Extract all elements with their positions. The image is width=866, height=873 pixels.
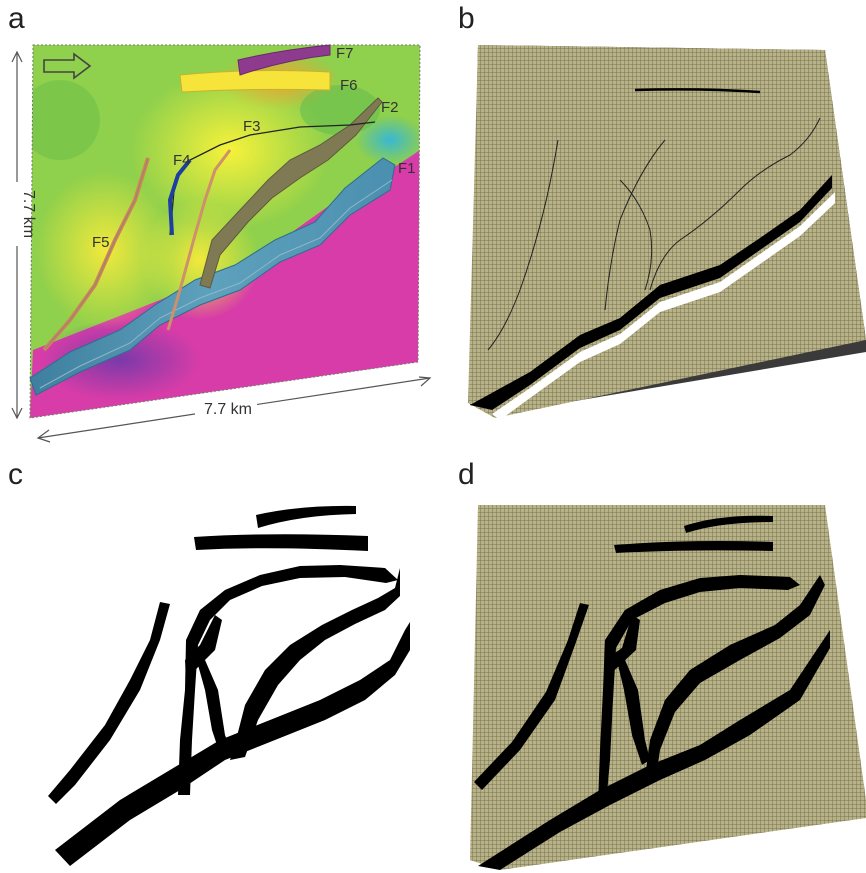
fault-label-f4: F4: [173, 152, 191, 169]
dimension-left-label: 7.7 km: [20, 190, 37, 238]
panel-label-b: b: [458, 2, 475, 35]
dimension-bottom-label: 7.7 km: [204, 401, 252, 418]
panel-b-mesh: [468, 45, 866, 420]
panel-label-d: d: [458, 458, 475, 491]
panel-c-fault-volume: [48, 505, 410, 866]
panel-a-map: [11, 44, 432, 443]
fault-label-f7: F7: [336, 45, 354, 62]
fault-label-f6: F6: [340, 77, 358, 94]
fault-label-f5: F5: [92, 234, 110, 251]
panel-label-a: a: [8, 2, 25, 35]
fault-label-f1: F1: [398, 160, 416, 177]
fault-label-f2: F2: [381, 99, 399, 116]
panel-d-mesh: [470, 505, 866, 870]
panel-label-c: c: [8, 458, 23, 491]
fault-label-f3: F3: [243, 118, 261, 135]
direction-arrow-icon: [43, 52, 92, 80]
